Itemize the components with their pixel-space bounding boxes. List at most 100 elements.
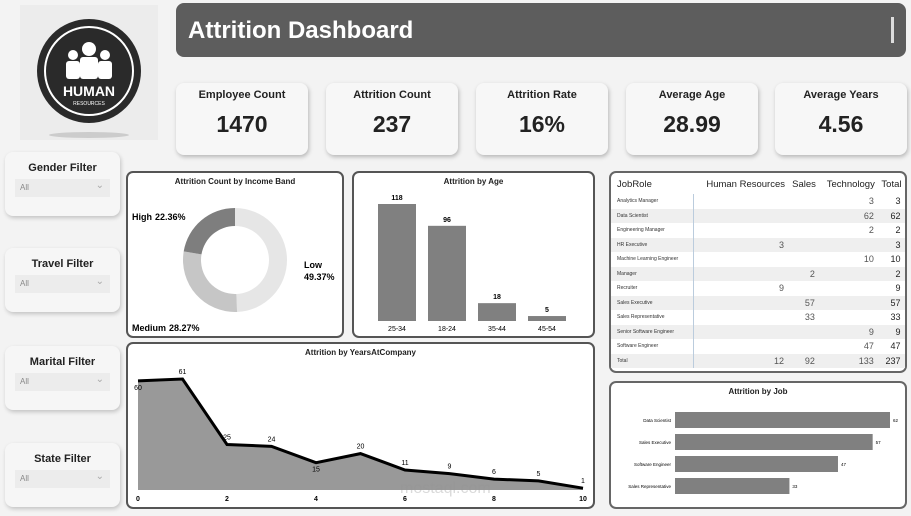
table-cell: 3 [877, 237, 905, 252]
bar-Sales Representative [675, 478, 790, 494]
slice-name: Medium [132, 323, 166, 333]
slice-value: 28.27% [169, 323, 200, 333]
state-filter-dropdown[interactable]: All ⌄ [15, 470, 110, 488]
job-bar-chart: Data Scientist 62 Sales Executive 57 Softwar… [628, 412, 899, 494]
data-label: 24 [268, 436, 276, 443]
bar-25-34 [378, 204, 416, 321]
page-title: Attrition Dashboard [188, 17, 414, 44]
table-cell [788, 281, 819, 296]
table-row: Sales Representative 33 33 [611, 310, 905, 325]
travel-filter: Travel Filter All ⌄ [5, 248, 120, 312]
state-filter: State Filter All ⌄ [5, 443, 120, 507]
table-cell [694, 252, 788, 267]
table-row: Sales Executive 57 57 [611, 295, 905, 310]
donut-slice-medium [183, 251, 238, 312]
area-line [137, 377, 584, 490]
kpi-label: Attrition Count [353, 89, 431, 101]
kpi-value: 1470 [216, 111, 268, 137]
table-cell: 62 [877, 208, 905, 223]
table-cell [788, 208, 819, 223]
dropdown-value: All [20, 183, 29, 192]
kpi-employee-count: Employee Count 1470 [176, 83, 308, 155]
x-tick-label: 4 [314, 496, 318, 503]
donut-slice-low [235, 208, 288, 312]
bar-45-54 [528, 316, 566, 321]
table-cell: 3 [868, 196, 874, 207]
data-label: 25 [223, 435, 231, 442]
income-band-donut-panel: Attrition Count by Income Band Low 49.37%… [126, 171, 344, 338]
kpi-label: Average Years [803, 89, 879, 101]
table-cell [694, 194, 788, 209]
data-label: 18 [493, 294, 501, 301]
chevron-down-icon: ⌄ [95, 276, 104, 287]
table-cell: 62 [818, 208, 878, 223]
filter-label: Travel Filter [31, 258, 94, 270]
chart-title: Attrition Count by Income Band [174, 177, 296, 186]
table-cell: 33 [890, 312, 901, 323]
travel-filter-dropdown[interactable]: All ⌄ [15, 275, 110, 293]
table-cell: 47 [890, 341, 901, 352]
column-header[interactable]: JobRole [617, 179, 652, 190]
slice-label: Low [304, 260, 323, 270]
column-header[interactable]: Human Resources [706, 179, 785, 190]
logo-subtext: RESOURCES [73, 101, 105, 107]
header-divider [891, 17, 894, 43]
data-label: 9 [448, 464, 452, 471]
kpi-value: 237 [372, 111, 412, 137]
data-label: 60 [134, 385, 142, 392]
table-row: Senior Software Engineer 9 9 [611, 324, 905, 339]
table-cell: 10 [863, 254, 874, 265]
human-resources-logo: HUMAN RESOURCES [20, 5, 158, 140]
kpi-label: Average Age [658, 89, 726, 101]
slice-name: High [132, 212, 152, 222]
table-cell [818, 237, 878, 252]
column-header[interactable]: Total [881, 179, 902, 190]
table-cell: 92 [788, 353, 819, 368]
slice-value: 22.36% [155, 212, 186, 222]
x-tick-label: 35-44 [488, 326, 506, 333]
table-cell [694, 339, 788, 354]
gender-filter-dropdown[interactable]: All ⌄ [15, 179, 110, 197]
x-tick-label: 45-54 [538, 326, 556, 333]
table-cell [788, 324, 819, 339]
data-label: 118 [391, 195, 402, 202]
table-cell [694, 223, 788, 238]
dropdown-value: All [20, 279, 29, 288]
bar-35-44 [478, 303, 516, 321]
table-row: Analytics Manager 3 3 [611, 194, 905, 209]
data-label: 33 [792, 484, 798, 489]
filter-label: State Filter [34, 453, 91, 465]
jobrole-matrix-panel: JobRole Human Resources Sales Technology Tot… [609, 171, 907, 373]
watermark: mostaql.com [400, 480, 491, 497]
table-cell: 3 [895, 196, 901, 207]
bar-18-24 [428, 225, 466, 321]
x-tick-label: 18-24 [438, 326, 456, 333]
table-cell: Analytics Manager [611, 194, 695, 209]
column-header[interactable]: Sales [792, 179, 816, 190]
table-cell: Engineering Manager [611, 223, 695, 238]
table-cell: Total [611, 353, 695, 368]
table-cell: 57 [877, 295, 905, 310]
gender-filter: Gender Filter All ⌄ [5, 152, 120, 216]
table-row: Machine Learning Engineer 10 10 [611, 252, 905, 267]
slice-label: Medium 28.27% [132, 323, 200, 333]
marital-filter-dropdown[interactable]: All ⌄ [15, 373, 110, 391]
table-cell: 9 [818, 324, 878, 339]
table-cell: 2 [868, 225, 874, 236]
column-header[interactable]: Technology [826, 179, 875, 190]
kpi-label: Employee Count [198, 89, 286, 101]
chart-title: Attrition by YearsAtCompany [305, 348, 416, 357]
bar-Sales Executive [675, 434, 873, 450]
table-cell: HR Executive [611, 237, 695, 252]
table-cell: Manager [611, 266, 695, 281]
table-row: Software Engineer 47 47 [611, 339, 905, 354]
table-cell [788, 223, 819, 238]
income-band-donut-chart: Low 49.37% Medium 28.27% High 22.36% [132, 208, 335, 333]
kpi-value: 28.99 [663, 111, 721, 137]
table-cell [788, 252, 819, 267]
kpi-average-years: Average Years 4.56 [775, 83, 907, 155]
table-cell: 10 [890, 254, 901, 265]
data-label: 5 [545, 307, 549, 314]
job-bar-panel: Attrition by Job Data Scientist 62 Sales E… [609, 381, 907, 509]
table-cell [818, 266, 878, 281]
